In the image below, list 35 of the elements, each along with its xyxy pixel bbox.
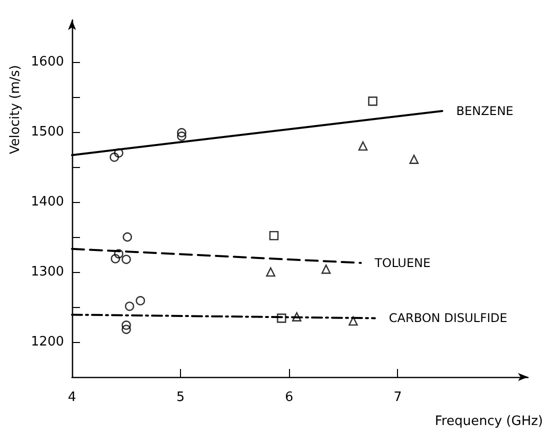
y-tick-label: 1300: [30, 264, 64, 280]
point: [368, 96, 378, 106]
y-tick-label: 1200: [30, 334, 64, 350]
point: [136, 296, 146, 306]
point: [321, 264, 331, 274]
y-axis-title: Velocity (m/s): [8, 65, 23, 154]
series-label: BENZENE: [456, 104, 514, 118]
series-label: TOLUENE: [374, 256, 431, 270]
point: [177, 128, 186, 138]
point: [124, 302, 134, 311]
point: [110, 152, 119, 162]
x-tick-label: 5: [176, 390, 185, 405]
x-axis-title: Frequency (GHz): [434, 414, 543, 429]
point: [269, 230, 279, 240]
point: [276, 314, 286, 323]
point: [122, 324, 131, 334]
point: [177, 132, 186, 141]
point: [266, 267, 276, 277]
point: [122, 254, 131, 264]
point: [348, 316, 358, 326]
point: [110, 254, 120, 264]
x-tick-label: 7: [394, 390, 402, 405]
point: [122, 232, 132, 242]
y-tick-label: 1500: [30, 124, 64, 140]
point: [292, 312, 302, 322]
point: [114, 249, 124, 258]
x-tick-label: 4: [68, 390, 76, 405]
x-tick-label: 6: [285, 390, 294, 405]
series-label: CARBON DISULFIDE: [388, 311, 508, 326]
point: [114, 148, 124, 158]
y-tick-label: 1600: [30, 54, 64, 70]
point: [358, 141, 368, 151]
y-tick-label: 1400: [30, 194, 64, 210]
point: [122, 320, 131, 330]
point: [409, 154, 419, 164]
